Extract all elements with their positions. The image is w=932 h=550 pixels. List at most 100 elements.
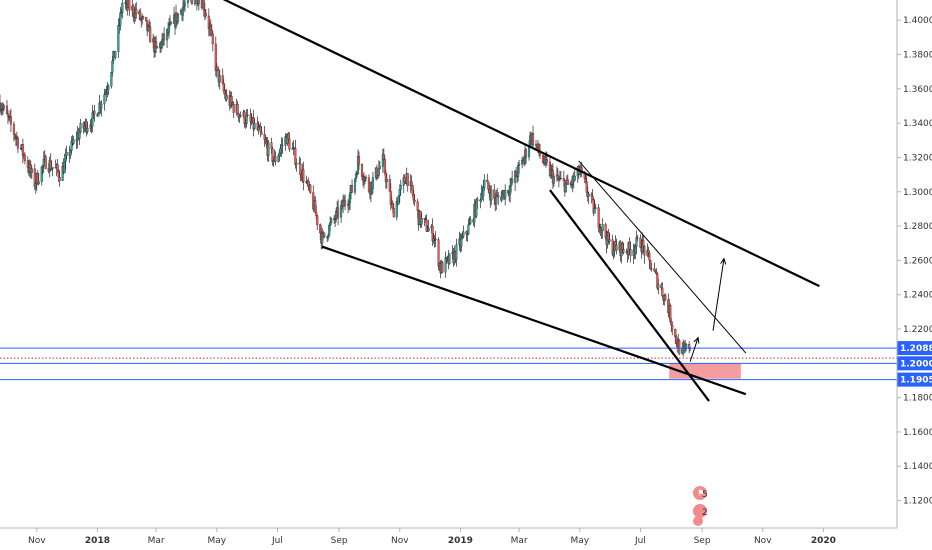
candle-body[interactable] [128, 0, 131, 11]
candle-body[interactable] [97, 112, 100, 117]
candle-body[interactable] [2, 105, 6, 109]
candle-body[interactable] [264, 139, 267, 142]
candle-body[interactable] [211, 33, 214, 45]
candle-body[interactable] [239, 115, 242, 117]
candle-body[interactable] [42, 158, 45, 166]
candle-body[interactable] [110, 72, 113, 87]
candle-body[interactable] [321, 233, 324, 244]
candle-body[interactable] [279, 148, 282, 154]
candle-body[interactable] [156, 46, 159, 49]
candle-body[interactable] [634, 246, 637, 253]
candle-body[interactable] [50, 168, 53, 170]
candle-body[interactable] [678, 340, 681, 354]
candle-body[interactable] [106, 89, 109, 94]
candle-body[interactable] [78, 131, 81, 139]
candle-body[interactable] [295, 163, 298, 165]
candle-body[interactable] [383, 159, 386, 174]
candle-body[interactable] [397, 195, 400, 205]
candle-body[interactable] [562, 177, 565, 181]
candle-body[interactable] [263, 134, 266, 140]
candle-body[interactable] [425, 219, 428, 232]
candle-body[interactable] [316, 215, 319, 225]
candle-body[interactable] [674, 329, 677, 337]
candle-body[interactable] [299, 163, 302, 176]
candle-body[interactable] [559, 177, 562, 180]
candle-body[interactable] [501, 193, 504, 201]
candle-body[interactable] [434, 239, 437, 241]
candle-body[interactable] [655, 271, 658, 274]
candle-body[interactable] [21, 144, 24, 156]
candle-body[interactable] [119, 12, 122, 26]
candle-body[interactable] [507, 190, 510, 194]
candle-body[interactable] [114, 51, 117, 58]
candle-body[interactable] [139, 11, 142, 20]
candle-body[interactable] [462, 231, 465, 237]
candle-body[interactable] [364, 177, 368, 179]
candle-body[interactable] [367, 177, 370, 192]
candle-body[interactable] [441, 262, 444, 273]
candle-body[interactable] [197, 0, 200, 4]
candle-body[interactable] [382, 154, 385, 160]
candle-body[interactable] [660, 284, 663, 289]
candle-body[interactable] [650, 268, 653, 270]
candle-body[interactable] [5, 105, 9, 114]
candle-body[interactable] [168, 24, 171, 33]
candle-body[interactable] [230, 96, 233, 103]
candle-body[interactable] [111, 60, 114, 73]
candle-body[interactable] [204, 12, 207, 17]
candle-body[interactable] [30, 168, 33, 173]
projection-arrow[interactable] [712, 258, 725, 331]
candle-body[interactable] [556, 174, 559, 180]
candle-body[interactable] [121, 3, 124, 13]
candle-body[interactable] [608, 239, 611, 242]
candle-body[interactable] [337, 207, 340, 218]
trendline-upper-trendline[interactable] [214, 0, 820, 288]
candle-body[interactable] [504, 190, 507, 199]
horizontal-levels[interactable]: 1.20889 1.20000 1.19050 [0, 341, 932, 387]
candle-body[interactable] [249, 114, 252, 122]
candle-body[interactable] [145, 17, 148, 22]
candle-body[interactable] [182, 5, 186, 8]
candle-body[interactable] [461, 236, 464, 239]
candle-body[interactable] [525, 149, 528, 158]
candle-body[interactable] [657, 284, 660, 289]
candle-body[interactable] [636, 237, 639, 239]
candle-body[interactable] [210, 29, 213, 34]
trendline-channel-upper[interactable] [578, 160, 747, 354]
candle-body[interactable] [69, 150, 72, 156]
candle-body[interactable] [410, 181, 413, 186]
candle-body[interactable] [64, 155, 67, 162]
candle-body[interactable] [585, 181, 588, 193]
candle-body[interactable] [222, 83, 225, 91]
trendlines[interactable] [214, 0, 820, 402]
candle-body[interactable] [23, 154, 26, 161]
candle-body[interactable] [495, 196, 498, 204]
candle-body[interactable] [278, 152, 281, 156]
candle-body[interactable] [148, 25, 151, 28]
candle-body[interactable] [202, 0, 205, 11]
candle-body[interactable] [642, 240, 645, 247]
candle-body[interactable] [413, 199, 416, 202]
candle-body[interactable] [26, 160, 29, 168]
candle-body[interactable] [91, 112, 94, 127]
candle-body[interactable] [629, 249, 632, 256]
candle-body[interactable] [643, 246, 646, 256]
candle-body[interactable] [236, 104, 239, 114]
candle-body[interactable] [40, 166, 43, 182]
candle-body[interactable] [9, 116, 12, 125]
candle-body[interactable] [83, 125, 86, 129]
candle-body[interactable] [183, 2, 187, 6]
candle-body[interactable] [622, 249, 625, 253]
candle-body[interactable] [12, 124, 15, 135]
candle-body[interactable] [319, 224, 322, 234]
candle-body[interactable] [329, 222, 332, 226]
candle-body[interactable] [348, 202, 351, 205]
candle-body[interactable] [190, 0, 193, 5]
price-level-tag[interactable] [897, 356, 932, 371]
candle-body[interactable] [353, 178, 357, 193]
candle-body[interactable] [531, 133, 535, 146]
candle-body[interactable] [566, 179, 569, 185]
candle-body[interactable] [399, 185, 402, 190]
candle-body[interactable] [58, 176, 61, 181]
candle-body[interactable] [232, 104, 235, 113]
